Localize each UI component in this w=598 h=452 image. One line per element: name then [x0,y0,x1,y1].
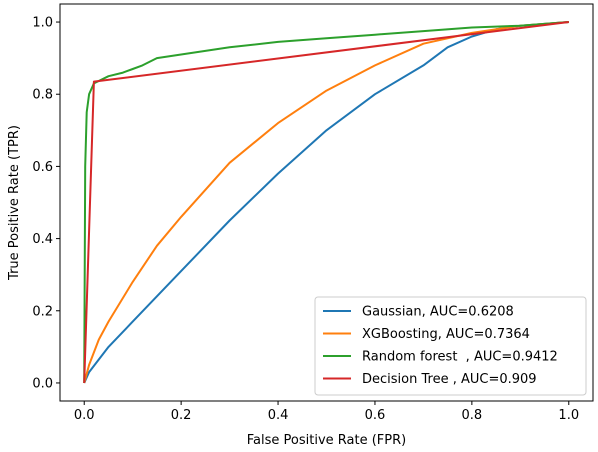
series-layer [83,21,569,384]
y-axis-label: True Positive Rate (TPR) [7,125,22,281]
y-tick-label: 0.0 [32,376,53,391]
x-tick-label: 0.0 [74,408,95,423]
x-tick-label: 0.4 [268,408,289,423]
x-tick-label: 0.6 [365,408,386,423]
y-tick-label: 1.0 [32,16,53,31]
legend-box [314,296,587,396]
series-line-3 [83,21,569,384]
legend-label: Gaussian, AUC=0.6208 [362,305,514,320]
x-tick-label: 0.8 [462,408,483,423]
y-tick-label: 0.8 [32,88,53,103]
legend-label: Random forest , AUC=0.9412 [362,350,558,365]
legend-label: Decision Tree , AUC=0.909 [362,372,537,387]
x-axis-label: False Positive Rate (FPR) [247,433,406,448]
legend-label: XGBoosting, AUC=0.7364 [362,327,530,342]
x-tick-label: 0.2 [171,408,192,423]
ticks-layer: 0.0 0.2 0.4 0.6 0.8 1.0 0.0 0.2 0.4 0.6 0.8 1.0 [32,16,579,423]
y-tick-label: 0.6 [32,160,53,175]
legend: Gaussian, AUC=0.6208 XGBoosting, AUC=0.73… [314,296,587,396]
y-tick-label: 0.2 [32,304,53,319]
y-tick-label: 0.4 [32,232,53,247]
series-line-2 [83,21,569,384]
x-tick-label: 1.0 [558,408,579,423]
